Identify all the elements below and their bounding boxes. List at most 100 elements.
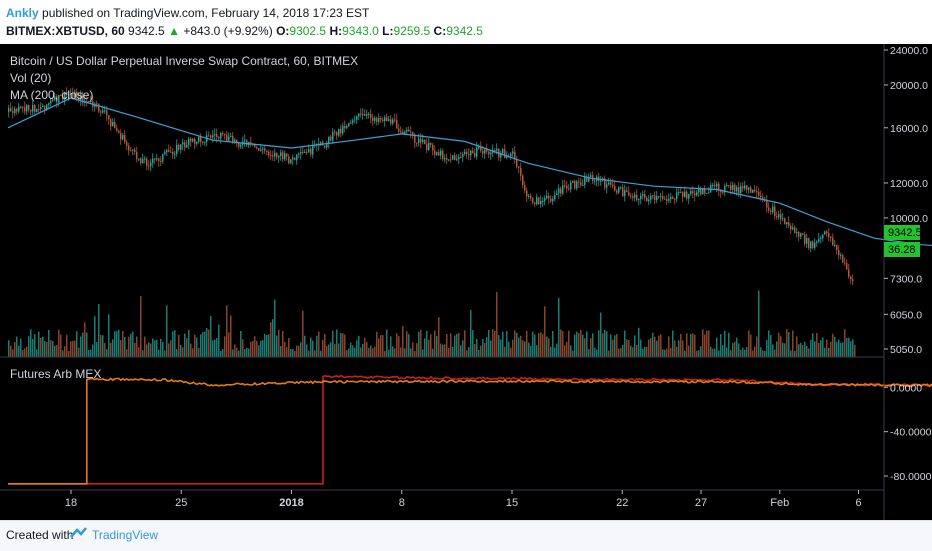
candle-body <box>438 152 440 156</box>
volume-bar <box>236 347 238 357</box>
volume-indicator-label[interactable]: Vol (20) <box>10 71 51 85</box>
candle-body <box>308 148 310 153</box>
candle-body <box>260 149 262 151</box>
volume-bar <box>632 347 634 357</box>
volume-bar <box>252 340 254 357</box>
candle-body <box>388 119 390 122</box>
volume-bar <box>80 336 82 357</box>
candle-body <box>702 189 704 195</box>
candle-body <box>780 214 782 220</box>
volume-bar <box>354 347 356 357</box>
volume-bar <box>290 348 292 357</box>
candle-body <box>268 151 270 156</box>
volume-bar <box>294 350 296 357</box>
volume-bar <box>74 340 76 357</box>
volume-bar <box>502 331 504 357</box>
candle-body <box>262 148 264 150</box>
volume-bar <box>850 341 852 357</box>
volume-bar <box>694 334 696 357</box>
candle-body <box>216 134 218 138</box>
chart-canvas[interactable]: 24000.0 20000.0 16000.0 12000.0 10000.0 7300.… <box>0 44 932 520</box>
candle-body <box>416 142 418 144</box>
candle-body <box>304 151 306 154</box>
volume-bar <box>586 331 588 357</box>
volume-bar <box>668 336 670 357</box>
candle-body <box>542 200 544 202</box>
close-value: 9342.5 <box>446 24 483 38</box>
time-tick-label: 2018 <box>279 497 303 509</box>
candle-body <box>762 197 764 201</box>
candle-body <box>36 109 38 112</box>
candle-body <box>654 195 656 201</box>
volume-bar <box>342 333 344 357</box>
volume-bar <box>688 345 690 357</box>
volume-bar <box>118 329 120 357</box>
volume-bar <box>834 336 836 357</box>
volume-bar <box>802 345 804 357</box>
candle-body <box>192 138 194 142</box>
candle-body <box>706 193 708 195</box>
volume-bar <box>334 344 336 357</box>
candle-body <box>600 180 602 182</box>
volume-bar <box>178 335 180 357</box>
author-link[interactable]: Ankly <box>6 6 39 20</box>
candle-body <box>456 159 458 161</box>
volume-bar <box>734 341 736 357</box>
volume-bar <box>708 330 710 357</box>
candle-body <box>96 103 98 105</box>
candle-body <box>652 195 654 197</box>
candle-body <box>48 103 50 105</box>
volume-bar <box>700 346 702 357</box>
volume-bar <box>92 344 94 357</box>
candle-body <box>66 91 68 95</box>
candle-body <box>106 110 108 116</box>
volume-bar <box>146 344 148 357</box>
chart-area[interactable]: 24000.0 20000.0 16000.0 12000.0 10000.0 7300.… <box>0 44 932 520</box>
candle-body <box>258 148 260 151</box>
volume-bar <box>766 340 768 357</box>
volume-bar <box>698 350 700 357</box>
volume-bar <box>578 333 580 357</box>
volume-bar <box>686 333 688 357</box>
candle-body <box>164 152 166 155</box>
candle-body <box>52 99 54 101</box>
candle-body <box>716 183 718 187</box>
volume-bar <box>442 344 444 357</box>
volume-bar <box>56 345 58 357</box>
ma-layer <box>7 97 932 247</box>
candle-body <box>412 131 414 135</box>
candle-body <box>190 138 192 142</box>
volume-bar <box>428 339 430 357</box>
ma-indicator-label[interactable]: MA (200, close) <box>10 88 93 102</box>
candle-body <box>418 138 420 144</box>
candle-body <box>332 131 334 141</box>
volume-bar <box>218 324 220 357</box>
volume-bar <box>370 345 372 357</box>
volume-bar <box>696 350 698 357</box>
candle-body <box>64 91 66 100</box>
candle-body <box>772 206 774 212</box>
candle-body <box>658 196 660 198</box>
volume-bar <box>130 333 132 357</box>
candle-body <box>534 202 536 205</box>
candle-body <box>608 182 610 185</box>
volume-bar <box>690 333 692 357</box>
volume-bar <box>754 346 756 357</box>
volume-bar <box>722 345 724 357</box>
symbol-label[interactable]: BITMEX:XBTUSD, 60 <box>6 24 125 38</box>
candle-body <box>586 176 588 182</box>
tradingview-brand-link[interactable]: TradingView <box>92 528 159 542</box>
candle-body <box>816 241 818 243</box>
arb-title[interactable]: Futures Arb MEX <box>10 367 101 381</box>
candle-body <box>678 192 680 194</box>
candle-body <box>266 150 268 152</box>
tradingview-logo-icon[interactable] <box>70 525 90 541</box>
volume-bar <box>618 348 620 357</box>
candle-body <box>796 231 798 234</box>
candle-body <box>732 184 734 190</box>
volume-bar <box>166 305 168 357</box>
volume-badge: 36.28 <box>884 242 920 257</box>
candle-body <box>50 100 52 104</box>
volume-bar <box>388 349 390 357</box>
volume-bar <box>764 350 766 357</box>
